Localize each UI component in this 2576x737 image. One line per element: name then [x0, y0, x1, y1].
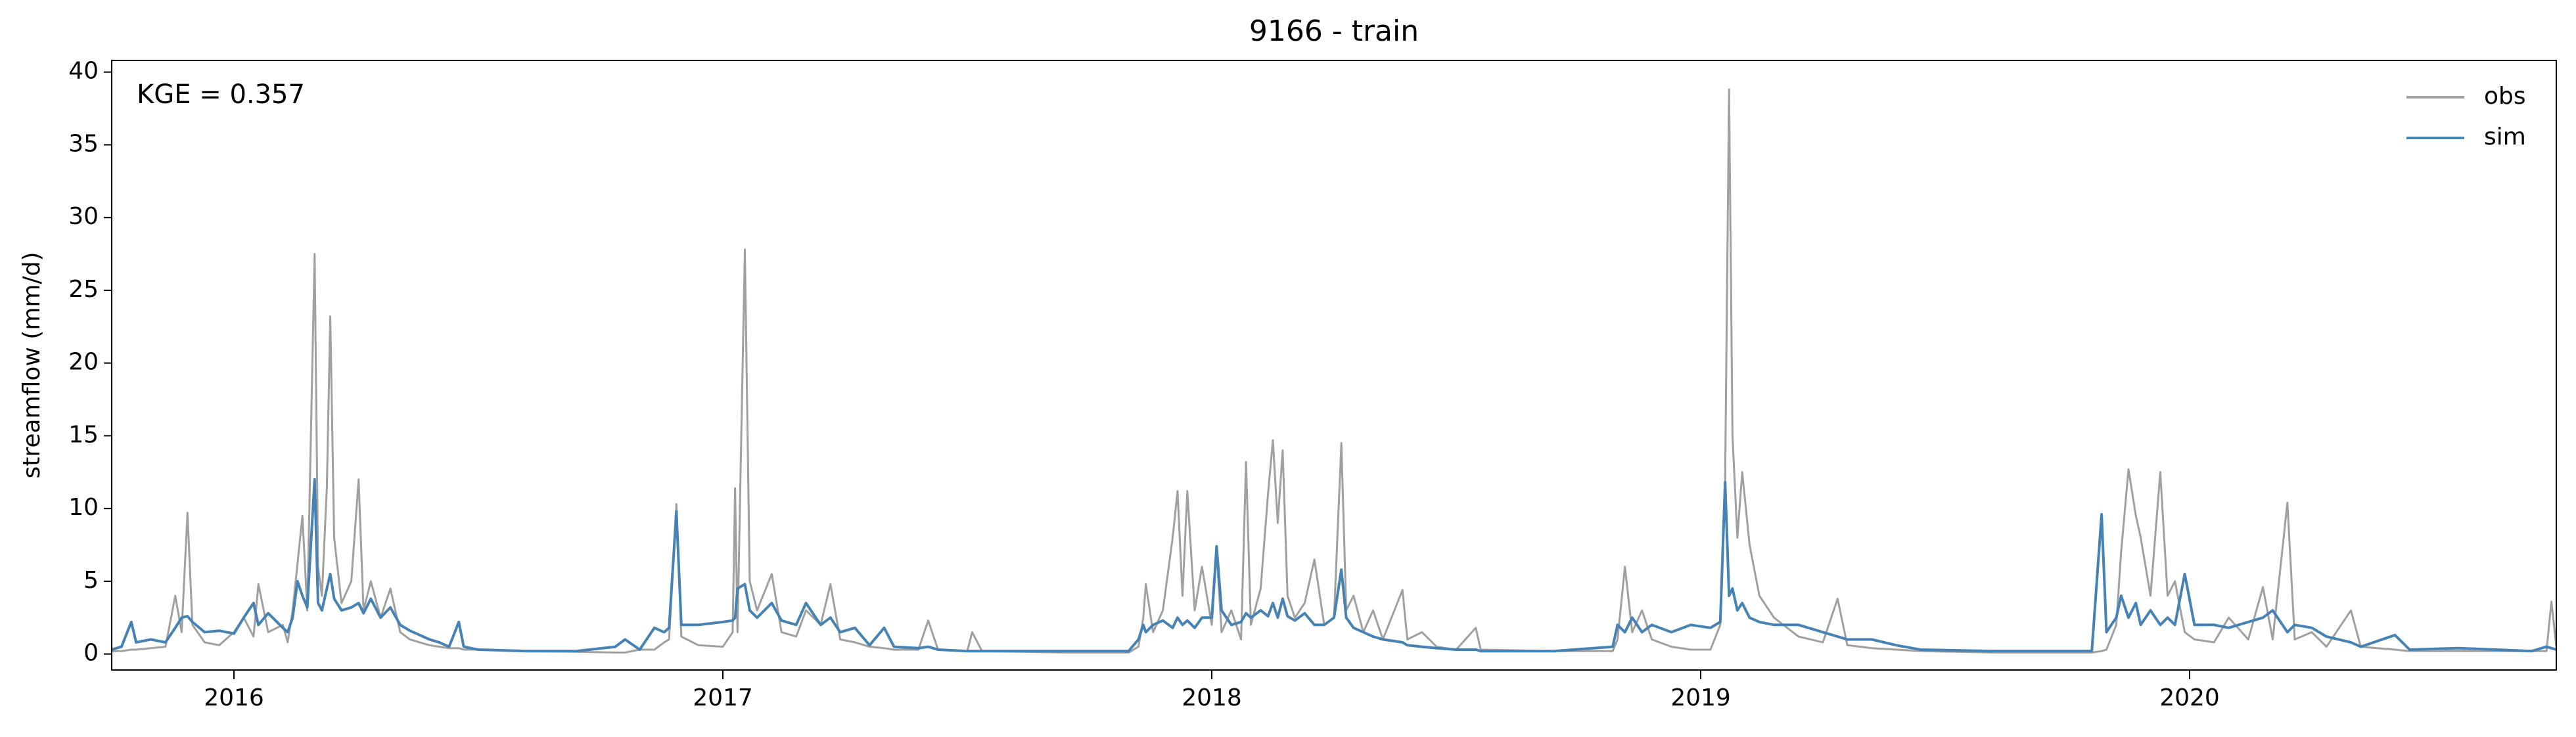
legend-label: sim [2484, 123, 2526, 150]
y-tick-label: 35 [68, 130, 99, 157]
y-tick-label: 15 [68, 421, 99, 448]
y-tick-label: 5 [83, 567, 99, 594]
series-line [112, 88, 2558, 654]
plot-frame [111, 60, 2557, 671]
x-tick-label: 2016 [204, 684, 264, 711]
x-tick-label: 2019 [1670, 684, 1731, 711]
y-tick-label: 10 [68, 494, 99, 521]
x-tick-label: 2017 [693, 684, 753, 711]
series-line [111, 478, 2557, 653]
chart-title: 9166 - train [1249, 14, 1419, 48]
y-tick-label: 0 [83, 640, 99, 667]
x-tick-label: 2018 [1182, 684, 1242, 711]
y-tick-label: 20 [68, 349, 99, 376]
y-tick-label: 40 [68, 58, 99, 85]
y-tick-label: 30 [68, 203, 99, 230]
annotation: KGE = 0.357 [137, 79, 305, 110]
legend-label: obs [2484, 83, 2526, 110]
y-tick-label: 25 [68, 276, 99, 303]
y-axis-label: streamflow (mm/d) [18, 252, 45, 479]
x-tick-label: 2020 [2159, 684, 2220, 711]
